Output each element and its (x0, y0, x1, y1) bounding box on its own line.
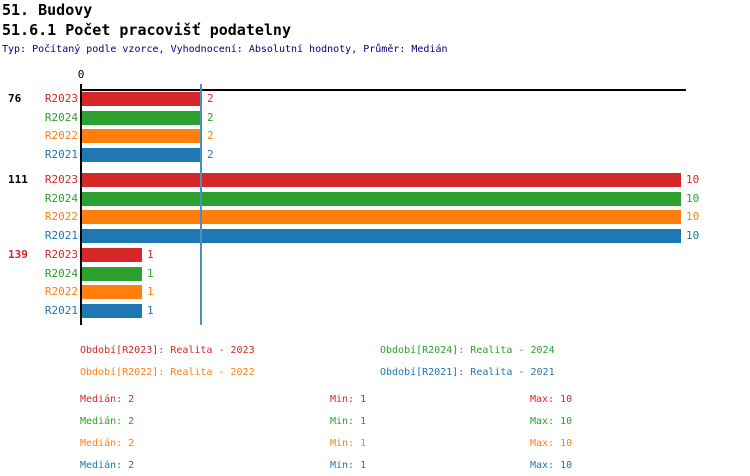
stat-median-R2023: Medián: 2 (80, 394, 135, 405)
series-label-R2024: R2024 (44, 192, 78, 205)
stat-median-R2022: Medián: 2 (80, 438, 135, 449)
stat-min-R2024: Min: 1 (330, 416, 367, 427)
bar-value: 1 (147, 267, 154, 280)
legend-item-R2021: Období[R2021]: Realita - 2021 (380, 367, 555, 378)
stat-min-R2023: Min: 1 (330, 394, 367, 405)
series-label-R2021: R2021 (44, 229, 78, 242)
stat-max-R2023: Max: 10 (530, 394, 573, 405)
stat-max-R2024: Max: 10 (530, 416, 573, 427)
x-axis-line (81, 89, 686, 91)
y-axis-line (80, 84, 82, 325)
series-label-R2023: R2023 (44, 92, 78, 105)
bar-139-R2023 (82, 248, 142, 262)
bar-value: 2 (207, 129, 214, 142)
bar-139-R2021 (82, 304, 142, 318)
bar-value: 1 (147, 285, 154, 298)
series-label-R2022: R2022 (44, 285, 78, 298)
series-label-R2024: R2024 (44, 267, 78, 280)
series-label-R2022: R2022 (44, 210, 78, 223)
series-label-R2023: R2023 (44, 173, 78, 186)
series-label-R2021: R2021 (44, 304, 78, 317)
bar-139-R2022 (82, 285, 142, 299)
series-label-R2022: R2022 (44, 129, 78, 142)
page-title: 51. Budovy (2, 1, 93, 19)
x-axis-origin-label: 0 (77, 68, 85, 81)
bar-111-R2023 (82, 173, 681, 187)
group-label-111: 111 (8, 173, 28, 186)
bar-value: 10 (686, 229, 700, 242)
series-label-R2024: R2024 (44, 111, 78, 124)
stat-median-R2024: Medián: 2 (80, 416, 135, 427)
stat-max-R2021: Max: 10 (530, 460, 573, 471)
series-label-R2021: R2021 (44, 148, 78, 161)
stat-min-R2021: Min: 1 (330, 460, 367, 471)
legend-item-R2022: Období[R2022]: Realita - 2022 (80, 367, 255, 378)
chart-meta: Typ: Počítaný podle vzorce, Vyhodnocení:… (2, 44, 448, 55)
bar-76-R2021 (82, 148, 202, 162)
bar-value: 1 (147, 304, 154, 317)
bar-value: 10 (686, 210, 700, 223)
bar-76-R2022 (82, 129, 202, 143)
bar-value: 2 (207, 92, 214, 105)
chart-title: 51.6.1 Počet pracovišť podatelny (2, 21, 291, 39)
bar-76-R2023 (82, 92, 202, 106)
median-line (200, 84, 202, 325)
group-label-76: 76 (8, 92, 22, 105)
bar-value: 10 (686, 173, 700, 186)
legend-item-R2023: Období[R2023]: Realita - 2023 (80, 345, 255, 356)
stat-max-R2022: Max: 10 (530, 438, 573, 449)
stat-median-R2021: Medián: 2 (80, 460, 135, 471)
bar-value: 1 (147, 248, 154, 261)
bar-111-R2021 (82, 229, 681, 243)
bar-value: 2 (207, 148, 214, 161)
bar-76-R2024 (82, 111, 202, 125)
bar-139-R2024 (82, 267, 142, 281)
bar-111-R2022 (82, 210, 681, 224)
stat-min-R2022: Min: 1 (330, 438, 367, 449)
series-label-R2023: R2023 (44, 248, 78, 261)
bar-value: 10 (686, 192, 700, 205)
legend-item-R2024: Období[R2024]: Realita - 2024 (380, 345, 555, 356)
bar-111-R2024 (82, 192, 681, 206)
group-label-139: 139 (8, 248, 28, 261)
bar-value: 2 (207, 111, 214, 124)
